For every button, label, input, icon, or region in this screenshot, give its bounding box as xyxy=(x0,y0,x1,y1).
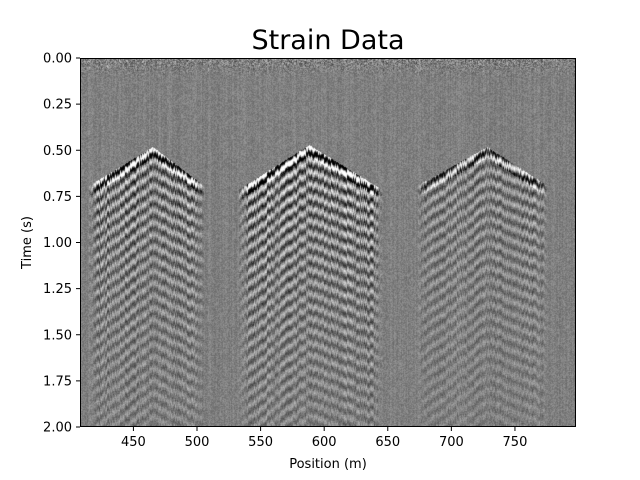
y-tick-label: 1.75 xyxy=(43,374,72,389)
y-tick-label: 0.00 xyxy=(43,52,72,67)
y-tick-label: 1.25 xyxy=(43,282,72,297)
y-tick-label: 1.00 xyxy=(43,236,72,251)
y-tick-label: 2.00 xyxy=(43,421,72,436)
y-axis-label: Time (s) xyxy=(20,216,35,270)
x-tick-label: 650 xyxy=(375,435,400,450)
y-tick-label: 0.50 xyxy=(43,144,72,159)
x-tick-label: 600 xyxy=(312,435,337,450)
chart-title: Strain Data xyxy=(251,25,404,56)
y-tick-label: 0.75 xyxy=(43,190,72,205)
x-axis: 450 500 550 600 650 700 750 xyxy=(121,427,527,450)
y-axis: 0.00 0.25 0.50 0.75 1.00 1.25 1.50 1.75 2.00 xyxy=(43,52,80,436)
x-tick-label: 700 xyxy=(439,435,464,450)
x-tick-label: 550 xyxy=(248,435,273,450)
x-tick-label: 500 xyxy=(185,435,210,450)
x-tick-label: 450 xyxy=(121,435,146,450)
x-tick-label: 750 xyxy=(503,435,528,450)
strain-heatmap xyxy=(80,58,576,427)
plot-frame xyxy=(80,58,576,427)
x-axis-label: Position (m) xyxy=(289,457,367,472)
y-tick-label: 0.25 xyxy=(43,98,72,113)
y-tick-label: 1.50 xyxy=(43,328,72,343)
